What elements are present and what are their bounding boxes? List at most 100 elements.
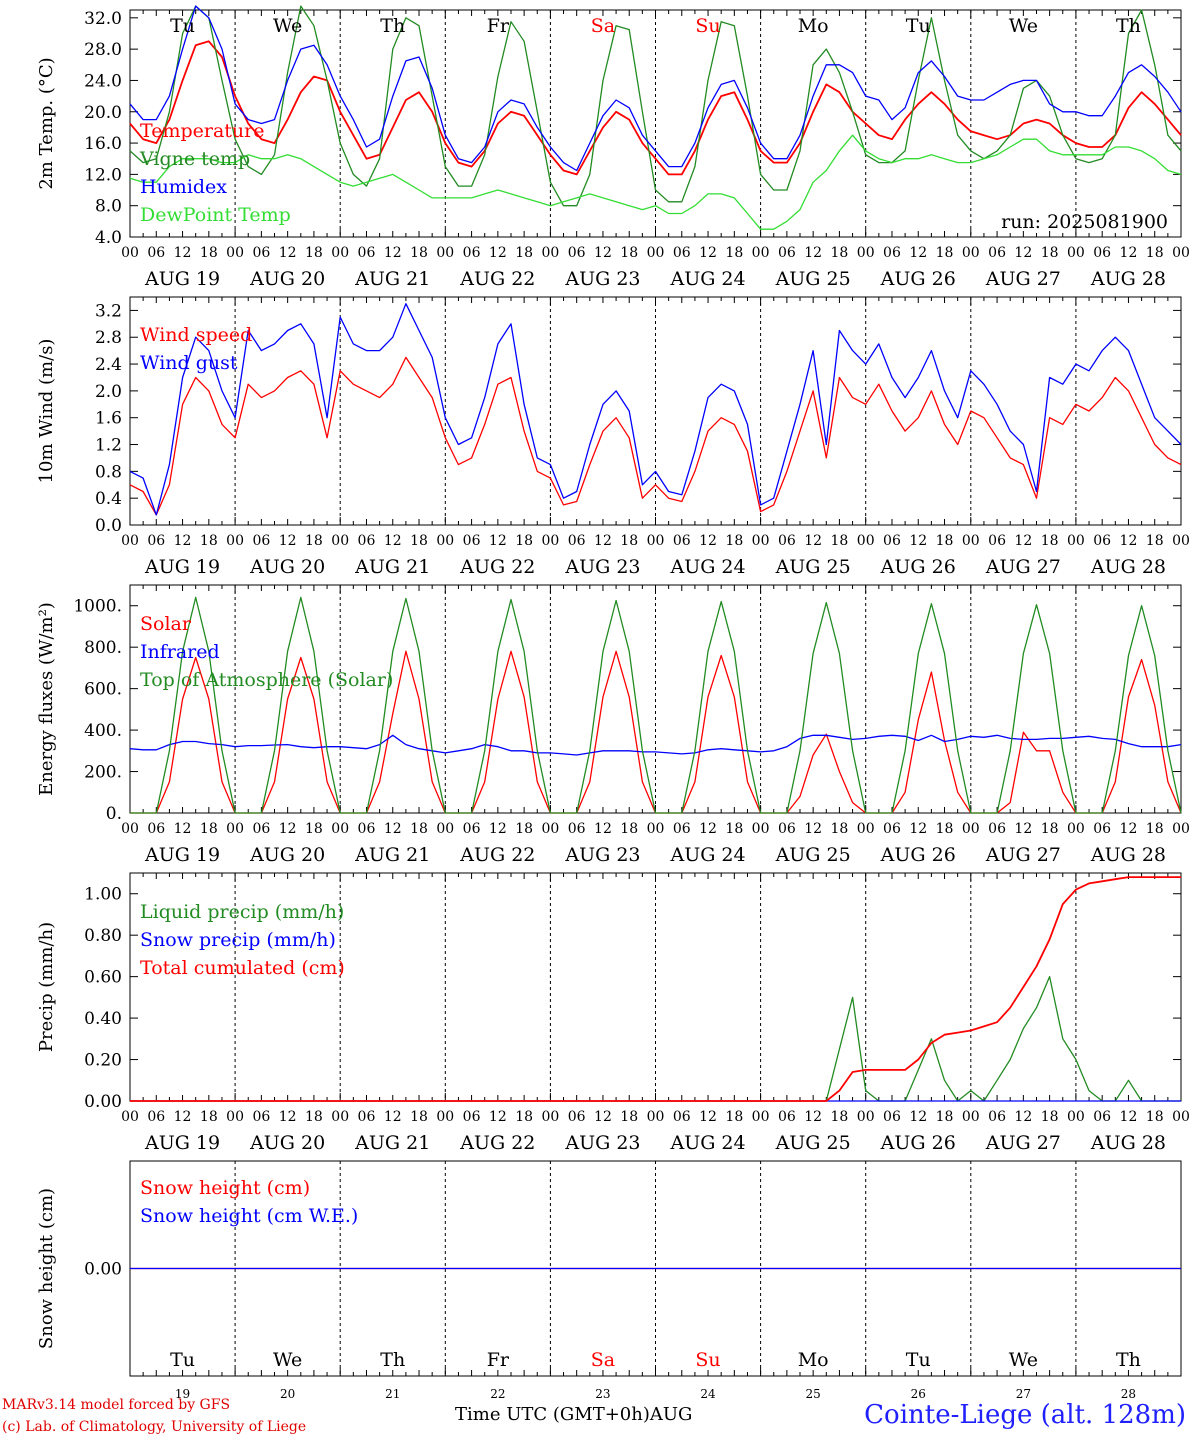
legend-snow-height-cm-w-e-: Snow height (cm W.E.): [140, 1205, 358, 1227]
hour-tick-label: 12: [804, 533, 822, 549]
hour-tick-label: 12: [1120, 821, 1138, 837]
hour-tick-label: 12: [1120, 245, 1138, 261]
y-tick-label: 0.: [106, 804, 122, 824]
time-label: Time UTC (GMT+0h): [455, 1404, 650, 1425]
hour-tick-label: 18: [831, 533, 849, 549]
hour-tick-label: 12: [384, 533, 402, 549]
y-axis-label: Precip (mm/h): [36, 922, 57, 1052]
date-label: AUG 24: [669, 268, 745, 290]
date-label: AUG 26: [880, 556, 956, 578]
hour-tick-label: 18: [831, 1109, 849, 1125]
y-tick-label: 200.: [84, 763, 122, 783]
panel-2: 0.0 0.4 0.8 1.2 1.6 2.0 2.4 2.8 3.2 10m Wind (m/s…: [36, 296, 1190, 578]
hour-tick-label: 18: [200, 533, 218, 549]
hour-tick-label: 12: [489, 533, 507, 549]
hour-tick-label: 18: [831, 245, 849, 261]
station-label: Cointe-Liege (alt. 128m): [864, 1400, 1186, 1430]
date-label: AUG 21: [354, 844, 430, 866]
hour-tick-label: 18: [1041, 821, 1059, 837]
y-tick-label: 600.: [84, 680, 122, 700]
series-line-total-cumulated-cm-: [130, 876, 1181, 1102]
series-line-humidex: [129, 5, 1182, 172]
y-tick-label: 20.0: [84, 103, 122, 123]
hour-tick-label: 00: [331, 1109, 349, 1125]
hour-tick-label: 18: [515, 245, 533, 261]
day-number-label: 28: [1121, 1387, 1136, 1401]
hour-tick-label: 18: [410, 1109, 428, 1125]
date-label: AUG 22: [459, 556, 535, 578]
hour-tick-label: 00: [1172, 245, 1190, 261]
y-tick-label: 32.0: [84, 9, 122, 29]
date-label: AUG 26: [880, 1132, 956, 1154]
date-label: AUG 21: [354, 268, 430, 290]
series-line-wind-gust: [129, 303, 1182, 516]
hour-tick-label: 00: [857, 821, 875, 837]
hour-tick-label: 06: [463, 245, 481, 261]
date-label: AUG 27: [985, 844, 1061, 866]
hour-tick-label: 12: [279, 1109, 297, 1125]
date-label: AUG 22: [459, 268, 535, 290]
hour-tick-label: 18: [515, 533, 533, 549]
hour-tick-label: 06: [252, 821, 270, 837]
hour-tick-label: 00: [331, 533, 349, 549]
hour-tick-label: 00: [331, 245, 349, 261]
legend-solar: Solar: [140, 613, 192, 635]
panel-3: 0. 200. 400. 600. 800. 1000. Energy fluxes (W/…: [36, 584, 1190, 866]
weekday-label: We: [273, 15, 302, 37]
date-label: AUG 24: [669, 844, 745, 866]
hour-tick-label: 00: [436, 533, 454, 549]
hour-tick-label: 18: [725, 533, 743, 549]
y-tick-label: 0.00: [84, 1260, 122, 1280]
legend-top-of-atmosphere-solar-: Top of Atmosphere (Solar): [140, 669, 393, 691]
hour-tick-label: 00: [1067, 533, 1085, 549]
hour-tick-label: 06: [883, 821, 901, 837]
hour-tick-label: 00: [647, 821, 665, 837]
y-tick-label: 0.40: [84, 1009, 122, 1029]
date-label: AUG 26: [880, 844, 956, 866]
hour-tick-label: 06: [883, 1109, 901, 1125]
hour-tick-label: 06: [883, 533, 901, 549]
y-tick-label: 2.4: [95, 355, 122, 375]
hour-tick-label: 18: [305, 533, 323, 549]
hour-tick-label: 06: [358, 245, 376, 261]
date-label: AUG 19: [144, 268, 220, 290]
hour-tick-label: 00: [121, 533, 139, 549]
weekday-label: Fr: [487, 1349, 510, 1371]
hour-tick-label: 00: [436, 245, 454, 261]
hour-tick-label: 06: [358, 533, 376, 549]
series-line-wind-speed: [129, 356, 1182, 516]
hour-tick-label: 18: [410, 821, 428, 837]
hour-tick-label: 06: [673, 245, 691, 261]
hour-tick-label: 06: [673, 821, 691, 837]
legend-infrared: Infrared: [140, 641, 220, 663]
hour-tick-label: 06: [1093, 821, 1111, 837]
weekday-label: Th: [380, 15, 405, 37]
hour-tick-label: 06: [147, 533, 165, 549]
hour-tick-label: 00: [857, 245, 875, 261]
hour-tick-label: 06: [252, 533, 270, 549]
date-label: AUG 20: [249, 1132, 325, 1154]
hour-tick-label: 18: [936, 821, 954, 837]
y-tick-label: 1000.: [73, 597, 122, 617]
hour-tick-label: 12: [699, 821, 717, 837]
date-label: AUG 24: [669, 556, 745, 578]
hour-tick-label: 18: [620, 533, 638, 549]
model-credit: MARv3.14 model forced by GFS: [2, 1397, 231, 1413]
hour-tick-label: 12: [909, 533, 927, 549]
hour-tick-label: 12: [909, 821, 927, 837]
hour-tick-label: 06: [147, 1109, 165, 1125]
day-number-label: 27: [1016, 1387, 1031, 1401]
hour-tick-label: 18: [725, 245, 743, 261]
hour-tick-label: 00: [752, 533, 770, 549]
hour-tick-label: 12: [909, 245, 927, 261]
weekday-label: Tu: [906, 1349, 931, 1371]
hour-tick-label: 06: [147, 245, 165, 261]
hour-tick-label: 00: [752, 245, 770, 261]
legend-wind-speed: Wind speed: [140, 324, 252, 346]
hour-tick-label: 12: [1014, 533, 1032, 549]
hour-tick-label: 12: [594, 1109, 612, 1125]
y-tick-label: 4.0: [95, 228, 122, 248]
weekday-label: Sa: [591, 1349, 615, 1371]
